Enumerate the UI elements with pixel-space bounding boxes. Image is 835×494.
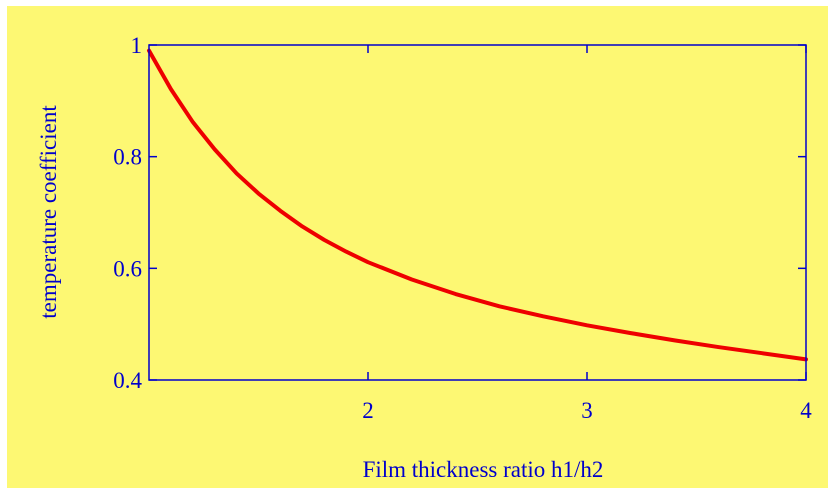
x-tick-label: 4 [800, 398, 812, 423]
y-tick-label: 0.4 [113, 368, 142, 393]
y-tick-label: 0.8 [113, 145, 142, 170]
tick-labels: 2 3 4 0.4 0.6 0.8 1 [113, 33, 812, 423]
y-axis-label: temperature coefficient [36, 105, 61, 319]
series-line-0 [147, 48, 808, 362]
y-tick-label: 1 [131, 33, 143, 58]
plot-area-frame [148, 44, 807, 381]
x-tick-label: 2 [362, 398, 374, 423]
chart-background [7, 6, 828, 488]
x-tick-label: 3 [581, 398, 593, 423]
series [147, 48, 808, 362]
x-axis-label: Film thickness ratio h1/h2 [363, 457, 604, 482]
y-tick-label: 0.6 [113, 256, 142, 281]
